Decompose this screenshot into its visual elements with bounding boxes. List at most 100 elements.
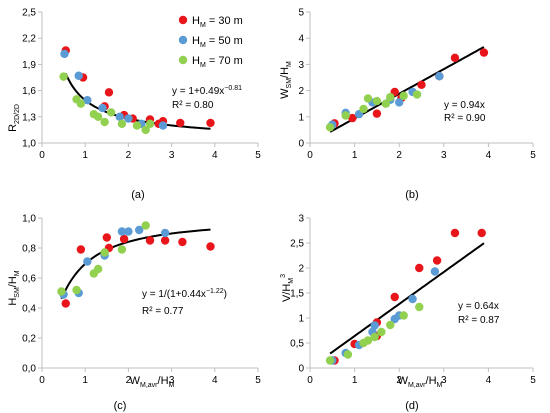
y-tick-label: 0,8 [22,244,36,255]
y-tick-label: 4 [298,34,304,45]
panel-c-caption: (c) [114,400,127,412]
data-point-H70 [377,327,386,337]
panel-b-fit-equation: y = 0.94x [444,100,485,111]
data-point-H30 [417,80,426,90]
panel-b-points [325,48,489,132]
data-point-H70 [412,90,422,99]
x-tick-label: 4 [212,375,218,386]
data-point-H70 [93,264,103,274]
y-tick-label: 1,6 [22,86,36,97]
fit-line [329,242,485,355]
data-point-H70 [59,72,68,81]
data-point-H30 [145,236,155,245]
panel-d-ylabel: V/HM3 [280,274,295,302]
y-tick-label: 0,0 [22,364,36,375]
panel-d-fit-r2: R² = 0.87 [458,315,500,326]
y-tick-label: 0 [298,139,304,150]
x-tick-label: 3 [169,150,175,161]
panel-c-ylabel: HSM/HM [7,270,21,305]
data-point-H70 [386,320,395,330]
data-point-H50 [124,227,133,236]
data-point-H70 [132,121,142,130]
y-tick-label: 0 [298,364,304,375]
legend-marker-70m [178,55,188,65]
panel-c: 0 1 2 3 4 5 0,0 0,2 0,4 0,6 0,8 1,0 HSM/HM WM,avr/H… [7,214,261,413]
panel-a: 0 1 2 3 4 5 1,0 1,3 1,6 1,9 2,2 2,5 HM = 30 m HM = … [7,8,261,202]
y-tick-label: 1,9 [22,60,36,71]
y-tick-label: 0,6 [22,274,36,285]
data-point-H70 [57,287,66,296]
data-point-H70 [141,221,150,230]
x-tick-label: 0 [39,375,45,386]
data-point-H30 [206,118,215,128]
data-point-H30 [119,234,129,244]
x-tick-label: 0 [307,375,313,386]
panel-d-axes: 0 1 2 3 4 5 0 0,5 1 1,5 2 2,5 3 [290,214,536,387]
y-tick-label: 0,2 [22,334,36,345]
data-point-H50 [395,98,404,107]
data-point-H70 [100,248,109,257]
y-tick-label: 2,5 [290,239,304,250]
y-tick-label: 1,0 [22,214,36,225]
x-tick-label: 1 [82,150,88,161]
data-point-H30 [176,118,185,128]
x-tick-label: 2 [126,375,132,386]
data-point-H70 [117,119,127,128]
data-point-H50 [370,321,379,330]
panel-b-axes: 0 1 2 3 4 5 0 1 2 3 4 5 [298,8,536,162]
legend-label-30m: HM = 30 m [192,15,243,29]
x-tick-label: 1 [82,375,88,386]
panel-c-points [57,221,215,308]
y-tick-label: 3 [298,60,304,71]
panel-d-xlabel: WM,avr/HM [398,375,443,389]
x-tick-label: 4 [486,375,492,386]
y-tick-label: 1,3 [22,112,36,123]
y-tick-label: 2 [298,264,304,275]
data-point-H70 [343,350,353,359]
data-point-H70 [325,123,335,132]
data-point-H50 [435,71,444,81]
data-point-H30 [432,256,442,265]
data-point-H30 [390,292,399,302]
x-tick-label: 2 [126,150,132,161]
data-point-H30 [104,88,114,97]
data-point-H50 [117,227,127,236]
panel-c-xlabel: WM,avr/HM [130,375,175,389]
panel-a-caption: (a) [131,189,144,201]
data-point-H70 [399,311,408,320]
panel-d: 0 1 2 3 4 5 0 0,5 1 1,5 2 2,5 3 V/HM3 WM,avr/HM y = … [280,214,536,413]
y-tick-label: 3 [298,214,304,225]
y-tick-label: 1,5 [290,289,304,300]
data-point-H30 [479,48,489,57]
data-point-H50 [83,257,92,266]
data-point-H50 [430,267,440,276]
x-tick-label: 5 [530,150,536,161]
data-point-H50 [83,96,92,105]
x-tick-label: 2 [396,375,402,386]
data-point-H50 [98,103,107,113]
data-point-H70 [141,125,150,135]
legend-marker-30m [178,15,188,25]
data-point-H30 [206,242,215,251]
x-tick-label: 0 [307,150,313,161]
data-point-H70 [399,91,408,101]
data-point-H70 [106,108,116,117]
y-tick-label: 1 [298,112,304,123]
y-tick-label: 0,5 [290,339,304,350]
panel-a-points [59,46,215,135]
y-tick-label: 0,4 [22,304,36,315]
x-tick-label: 5 [530,375,536,386]
data-point-H70 [145,119,155,128]
fit-line [64,73,211,130]
panel-a-fit-r2: R² = 0.80 [172,100,214,111]
panel-c-fit-equation: y = 1/(1+0.44x−1.22) [142,288,227,300]
data-point-H70 [359,104,368,114]
panel-a-fit-curve [64,73,211,130]
y-tick-label: 1,0 [22,139,36,150]
data-point-H70 [100,117,109,127]
data-point-H30 [160,236,170,245]
x-tick-label: 1 [352,375,358,386]
data-point-H70 [363,94,373,103]
legend-label-50m: HM = 50 m [192,35,243,49]
